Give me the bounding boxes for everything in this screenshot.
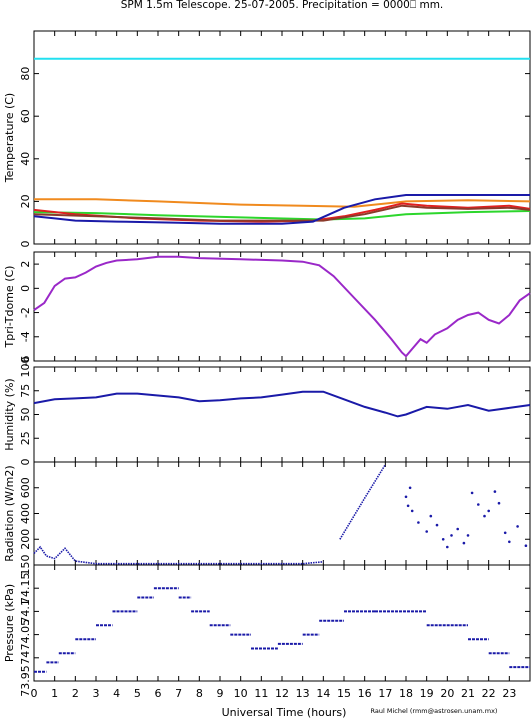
radiation-point [410, 509, 414, 513]
radiation-point [493, 490, 497, 493]
panel-frame-humidity [33, 366, 531, 463]
y-axis-label: Tpri-Tdome (C) [3, 266, 16, 349]
x-tick-label: 9 [217, 687, 224, 700]
y-tick-label: 74.1 [19, 599, 32, 624]
credit-text: Raul Michel (rmm@astrosen.unam.mx) [371, 707, 498, 715]
y-tick-label: 2 [19, 261, 32, 268]
radiation-point [503, 531, 507, 535]
radiation-point [477, 503, 480, 506]
radiation-point [406, 504, 410, 508]
y-tick-label: 80 [19, 67, 32, 81]
panel-frame-radiation [33, 461, 531, 566]
y-tick-label: 74.05 [19, 619, 32, 651]
y-tick-label: 50 [19, 408, 32, 422]
x-tick-label: 22 [482, 687, 496, 700]
y-tick-label: 0 [19, 241, 32, 248]
x-tick-label: 14 [316, 687, 330, 700]
x-tick-label: 21 [461, 687, 475, 700]
radiation-point [456, 527, 460, 531]
radiation-point [450, 534, 453, 537]
radiation-point [466, 534, 470, 537]
x-tick-label: 0 [31, 687, 38, 700]
x-tick-label: 17 [378, 687, 392, 700]
series-line-navy [33, 194, 530, 225]
radiation-point [497, 501, 501, 505]
y-tick-label: 73.95 [19, 665, 32, 697]
x-tick-label: 12 [275, 687, 289, 700]
series-line-navy [33, 390, 531, 418]
radiation-point [508, 540, 511, 544]
x-tick-label: 4 [113, 687, 120, 700]
radiation-point [408, 486, 412, 490]
y-axis-label: Humidity (%) [3, 378, 16, 450]
radiation-point [446, 545, 449, 549]
y-tick-label: 75 [19, 384, 32, 398]
x-axis-label: Universal Time (hours) [222, 706, 347, 719]
x-tick-label: 11 [254, 687, 268, 700]
x-tick-label: 1 [51, 687, 58, 700]
x-tick-label: 6 [155, 687, 162, 700]
y-tick-label: 60 [19, 109, 32, 123]
series-line-orange [34, 198, 531, 208]
y-tick-label: 200 [19, 529, 32, 550]
y-axis-label: Temperature (C) [3, 93, 16, 183]
x-tick-label: 10 [234, 687, 248, 700]
y-axis-label: Radiation (W/m2) [3, 465, 16, 561]
series-line-purple [33, 255, 531, 358]
radiation-point [483, 514, 486, 518]
radiation-point [441, 538, 445, 541]
y-tick-label: 20 [19, 194, 32, 208]
y-tick-label: 150 [19, 555, 32, 576]
y-tick-label: 0 [19, 459, 32, 466]
radiation-point [516, 525, 519, 528]
radiation-point [429, 514, 433, 518]
x-tick-label: 13 [296, 687, 310, 700]
y-tick-label: 74 [19, 651, 32, 665]
radiation-point [487, 509, 491, 513]
radiation-trace [339, 464, 386, 540]
y-tick-label: 600 [19, 477, 32, 498]
x-tick-label: 8 [196, 687, 203, 700]
y-tick-label: -6 [19, 356, 32, 367]
radiation-point [524, 544, 528, 547]
y-tick-label: 400 [19, 503, 32, 524]
y-tick-label: -2 [19, 307, 32, 318]
chart-title: SPM 1.5m Telescope. 25-07-2005. Precipit… [121, 0, 444, 11]
x-tick-label: 3 [93, 687, 100, 700]
panel-frame-pressure [33, 564, 531, 682]
radiation-point [417, 521, 420, 524]
x-tick-label: 7 [175, 687, 182, 700]
x-tick-label: 20 [440, 687, 454, 700]
series-line-green [33, 210, 531, 221]
y-tick-label: 25 [19, 431, 32, 445]
radiation-point [425, 530, 429, 533]
y-tick-label: 74.15 [19, 572, 32, 604]
panel-frame-tpri-tdome [33, 251, 531, 362]
y-tick-label: 100 [19, 357, 32, 378]
y-tick-label: -4 [19, 331, 32, 342]
y-axis-label: Pressure (kPa) [3, 584, 16, 662]
y-tick-label: 40 [19, 152, 32, 166]
y-tick-label: 0 [19, 285, 32, 292]
radiation-point [435, 523, 439, 527]
x-tick-label: 18 [399, 687, 413, 700]
x-tick-label: 23 [502, 687, 516, 700]
x-tick-label: 2 [72, 687, 79, 700]
x-tick-label: 5 [134, 687, 141, 700]
radiation-point [470, 491, 474, 495]
radiation-point [404, 495, 408, 499]
radiation-trace [33, 545, 324, 565]
series-line-brown [33, 204, 531, 222]
x-tick-label: 15 [337, 687, 351, 700]
radiation-point [462, 541, 466, 545]
x-tick-label: 19 [420, 687, 434, 700]
x-tick-label: 16 [358, 687, 372, 700]
